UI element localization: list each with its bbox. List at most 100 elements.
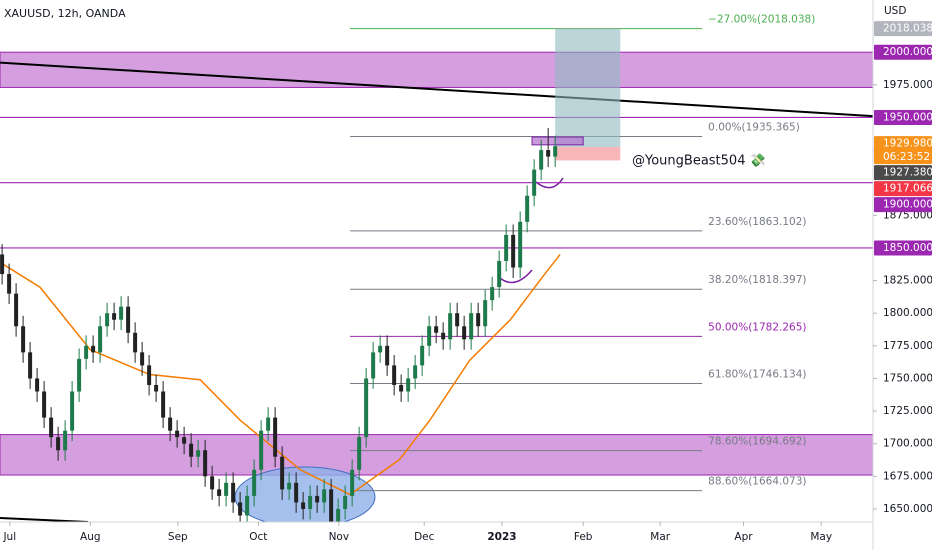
symbol-title: XAUUSD, 12h, OANDA (4, 7, 126, 20)
position-stop (555, 146, 621, 161)
candle-body (42, 391, 47, 418)
x-tick-label: Dec (414, 531, 435, 543)
x-tick-label: Sep (168, 531, 188, 543)
fib-label: 23.60%(1863.102) (708, 216, 806, 228)
candle-body (476, 313, 481, 327)
candle-body (77, 358, 82, 392)
candle-body (119, 306, 124, 320)
trend-line-2 (0, 517, 89, 522)
position-target (555, 28, 621, 147)
candle-body (315, 495, 320, 503)
candle-body (91, 345, 96, 353)
fib-label: 88.60%(1664.073) (708, 476, 806, 488)
x-tick-label: 2023 (487, 531, 516, 543)
candle-body (126, 306, 131, 333)
candle-body (259, 430, 264, 470)
candle-body (161, 391, 166, 418)
candle-body (231, 482, 236, 503)
y-tick-label: 1750.000 (883, 372, 932, 384)
x-tick-label: Oct (249, 531, 267, 543)
candle-body (154, 384, 159, 392)
y-tick-label: 1875.000 (883, 209, 932, 221)
candle-body (301, 502, 306, 509)
candle-body (448, 313, 453, 340)
candle-body (462, 326, 467, 340)
candle-body (0, 254, 5, 275)
candle-body (203, 450, 208, 477)
price-tag-label: 2018.038 (883, 23, 932, 35)
candle-body (308, 495, 313, 509)
candle-body (504, 234, 509, 261)
candle-body (35, 378, 40, 392)
candle-body (105, 313, 110, 327)
candle-body (483, 300, 488, 327)
fib-label: 0.00%(1935.365) (708, 122, 800, 134)
price-tag-label: 1850.000 (883, 242, 932, 254)
candle-body (147, 365, 152, 385)
candle-body (224, 482, 229, 496)
candle-body (175, 430, 180, 438)
price-tag (874, 21, 932, 37)
candle-body (49, 417, 54, 438)
candle-body (28, 352, 33, 379)
price-tag-label: 1950.000 (883, 111, 932, 123)
candle-body (287, 482, 292, 490)
candle-body (399, 384, 404, 392)
candle-body (210, 476, 215, 490)
candle-body (322, 489, 327, 503)
price-tag-label: 1929.980 (883, 138, 932, 150)
candle-body (518, 221, 523, 268)
candle-body (280, 456, 285, 490)
candle-body (140, 352, 145, 366)
candle-body (70, 391, 75, 431)
candle-body (532, 169, 537, 196)
plot-area: −27.00%(2018.038) 0.00%(1935.365) 23.60%(1… (0, 14, 873, 522)
y-tick-label: 1675.000 (883, 470, 932, 482)
x-tick-label: Aug (80, 531, 101, 543)
zone (0, 434, 873, 476)
candle-body (329, 489, 334, 522)
candle-body (84, 345, 89, 359)
candle-body (378, 345, 383, 353)
candle-body (63, 430, 68, 451)
y-tick-label: 1975.000 (883, 79, 932, 91)
candle-body (427, 326, 432, 346)
candle-body (14, 293, 19, 327)
y-tick-label: 1700.000 (883, 438, 932, 450)
candle-body (364, 378, 369, 438)
y-tick-label: 1775.000 (883, 340, 932, 352)
candle-body (553, 146, 558, 157)
candle-body (511, 234, 516, 268)
y-tick-label: 1800.000 (883, 307, 932, 319)
fib-label: 61.80%(1746.134) (708, 368, 806, 380)
candle-body (189, 443, 194, 457)
price-tag-countdown: 06:23:52 (883, 151, 930, 163)
fib-label: −27.00%(2018.038) (708, 14, 815, 26)
candle-body (182, 437, 187, 444)
x-tick-label: May (810, 531, 832, 543)
candle-body (238, 502, 243, 516)
trend-line (0, 61, 873, 118)
candle-body (546, 150, 551, 157)
price-tag (874, 240, 932, 256)
candle-body (98, 326, 103, 353)
candle-body (350, 469, 355, 496)
arc-annotation (499, 269, 533, 284)
candle-body (21, 326, 26, 353)
candle-body (392, 365, 397, 385)
candle-body (343, 495, 348, 509)
price-tag-label: 1917.066 (883, 183, 932, 195)
price-tag-label: 1927.380 (883, 167, 932, 179)
y-tick-label: 1650.000 (883, 503, 932, 515)
watermark-annotation: @YoungBeast504 💸 (632, 153, 766, 169)
candle-body (490, 287, 495, 301)
candle-body (7, 274, 12, 294)
price-tag (874, 109, 932, 125)
x-tick-label: Mar (650, 531, 670, 543)
candle-body (245, 495, 250, 516)
x-tick-label: Apr (734, 531, 753, 543)
candle-body (336, 508, 341, 522)
candle-body (196, 450, 201, 457)
price-tag (874, 44, 932, 60)
